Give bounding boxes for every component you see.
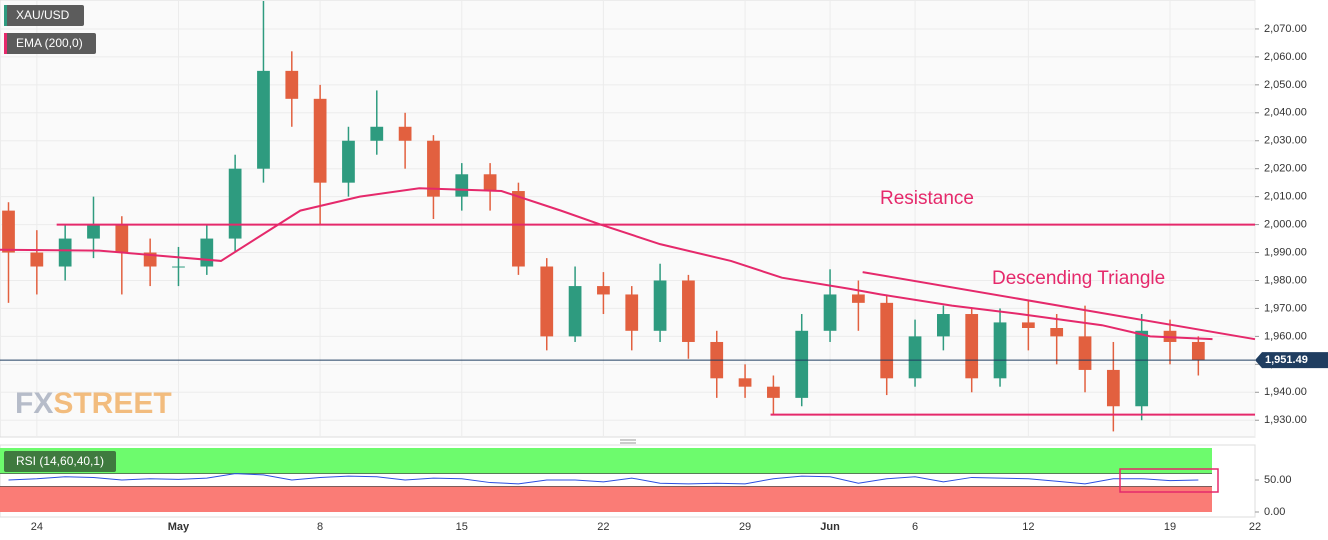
candle-body bbox=[738, 378, 752, 387]
candle-body bbox=[880, 302, 894, 379]
candle-body bbox=[653, 280, 667, 331]
y-tick-label: 1,940.00 bbox=[1264, 386, 1307, 398]
y-tick-label: 2,060.00 bbox=[1264, 51, 1307, 63]
candle-body bbox=[937, 314, 950, 337]
candle-body bbox=[342, 140, 355, 183]
candle-body bbox=[370, 126, 384, 141]
x-tick-label: Jun bbox=[820, 521, 840, 533]
lower-band bbox=[0, 486, 1212, 512]
candle-body bbox=[1078, 336, 1092, 370]
y-tick-label: 50.00 bbox=[1264, 474, 1292, 486]
candle-body bbox=[568, 286, 582, 337]
panel-handle bbox=[618, 438, 638, 444]
x-tick-label: 6 bbox=[912, 521, 918, 533]
upper-band bbox=[0, 448, 1212, 474]
annotation: Descending Triangle bbox=[992, 268, 1165, 289]
candle-body bbox=[908, 336, 922, 379]
y-tick-label: 0.00 bbox=[1264, 506, 1285, 518]
y-tick-label: 1,990.00 bbox=[1264, 246, 1307, 258]
candle-body bbox=[313, 98, 327, 183]
candle-body bbox=[228, 168, 242, 239]
x-tick-label: May bbox=[168, 521, 190, 533]
legend-box bbox=[4, 5, 84, 26]
legend-box bbox=[4, 33, 96, 54]
price-panel bbox=[0, 0, 1256, 438]
y-tick-label: 2,010.00 bbox=[1264, 191, 1307, 203]
y-tick-label: 1,930.00 bbox=[1264, 414, 1307, 426]
candle-body bbox=[115, 224, 129, 253]
candle-body bbox=[965, 314, 979, 379]
y-tick-label: 1,980.00 bbox=[1264, 274, 1307, 286]
y-tick-label: 2,070.00 bbox=[1264, 23, 1307, 35]
ema-line bbox=[0, 187, 1213, 341]
y-tick-label: 2,050.00 bbox=[1264, 79, 1307, 91]
legend-label: XAU/USD bbox=[16, 8, 70, 22]
candle-body bbox=[540, 266, 554, 337]
watermark-part: FX bbox=[15, 387, 53, 420]
legend-swatch bbox=[4, 5, 7, 26]
x-tick-label: 19 bbox=[1164, 521, 1176, 533]
candle-body bbox=[1021, 322, 1035, 328]
legend-swatch bbox=[4, 33, 7, 54]
y-tick-label: 2,020.00 bbox=[1264, 163, 1307, 175]
y-tick-label: 2,030.00 bbox=[1264, 135, 1307, 147]
candle-body bbox=[1050, 328, 1064, 337]
legend-label: RSI (14,60,40,1) bbox=[16, 454, 104, 468]
x-tick-label: 24 bbox=[31, 521, 43, 533]
x-tick-label: 22 bbox=[597, 521, 609, 533]
y-tick-label: 2,000.00 bbox=[1264, 218, 1307, 230]
candle-body bbox=[682, 280, 695, 342]
legend-box bbox=[4, 451, 116, 472]
x-tick-label: 29 bbox=[739, 521, 751, 533]
x-tick-label: 22 bbox=[1249, 521, 1261, 533]
candle-body bbox=[512, 191, 525, 267]
candle-body bbox=[398, 126, 412, 141]
annotation: Resistance bbox=[880, 188, 974, 209]
candle-body bbox=[795, 330, 809, 398]
legend-label: EMA (200,0) bbox=[16, 36, 83, 50]
x-tick-label: 12 bbox=[1022, 521, 1034, 533]
candle-body bbox=[852, 294, 865, 303]
candle-body bbox=[427, 140, 440, 197]
highlight-box bbox=[1119, 468, 1219, 493]
candle-body bbox=[625, 294, 639, 331]
trend-line bbox=[862, 271, 1256, 341]
plot bbox=[0, 1, 1256, 485]
candle-body bbox=[823, 294, 837, 331]
candle-body bbox=[200, 238, 214, 267]
candle-body bbox=[1135, 330, 1149, 407]
candle-body bbox=[1106, 369, 1120, 407]
candle-body bbox=[30, 252, 44, 267]
candle-body bbox=[257, 70, 270, 169]
y-tick-label: 2,040.00 bbox=[1264, 107, 1307, 119]
candle-body bbox=[58, 238, 72, 267]
candle-body bbox=[87, 224, 100, 239]
candle-body bbox=[993, 322, 1007, 379]
candle-body bbox=[767, 386, 780, 398]
candle-body bbox=[2, 210, 15, 253]
watermark-part: STREET bbox=[53, 387, 171, 420]
candle-body bbox=[172, 266, 185, 268]
rsi-bands bbox=[0, 448, 1212, 512]
last-price-tag bbox=[1255, 352, 1328, 369]
candle-body bbox=[1191, 341, 1205, 361]
rsi-line bbox=[8, 473, 1199, 485]
candle-body bbox=[455, 174, 469, 197]
y-tick-label: 1,970.00 bbox=[1264, 302, 1307, 314]
x-tick-label: 8 bbox=[317, 521, 323, 533]
candle-body bbox=[483, 174, 497, 192]
last-price-label: 1,951.49 bbox=[1265, 354, 1308, 366]
watermark: FXSTREET bbox=[15, 387, 172, 420]
x-tick-label: 15 bbox=[456, 521, 468, 533]
candle-body bbox=[597, 286, 610, 295]
candle-body bbox=[285, 70, 299, 99]
y-tick-label: 1,960.00 bbox=[1264, 330, 1307, 342]
